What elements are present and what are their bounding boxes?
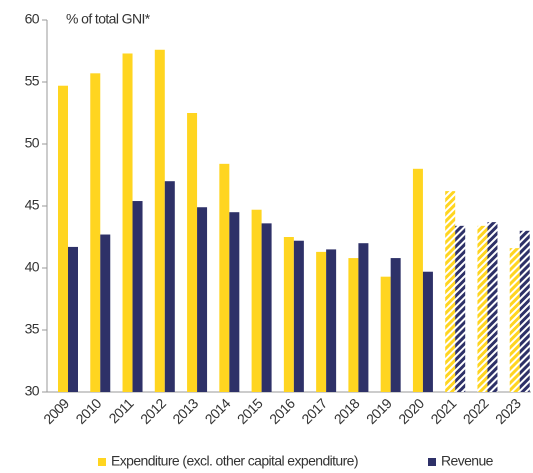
bar: [477, 225, 488, 392]
bar: [455, 225, 466, 392]
bar: [164, 181, 175, 392]
bar: [229, 212, 240, 392]
bar: [261, 223, 272, 392]
y-tick-label: 60: [25, 11, 40, 27]
y-tick-label: 50: [25, 135, 40, 151]
bar: [316, 251, 327, 392]
legend-swatch: [98, 458, 106, 466]
bar: [293, 240, 304, 392]
bar: [487, 222, 498, 392]
y-tick-label: 30: [25, 383, 40, 399]
bar: [154, 49, 165, 392]
x-tick-label: 2021: [427, 395, 459, 427]
x-tick-label: 2020: [395, 395, 427, 427]
y-tick-label: 45: [25, 197, 40, 213]
bar: [380, 276, 391, 392]
y-tick-label: 55: [25, 73, 40, 89]
bar: [251, 209, 262, 392]
bar: [100, 234, 111, 392]
bar: [445, 191, 456, 392]
bar: [412, 168, 423, 392]
x-tick-label: 2017: [298, 395, 330, 427]
bar: [58, 85, 68, 392]
x-tick-label: 2016: [266, 395, 298, 427]
x-tick-label: 2018: [331, 395, 363, 427]
bar: [68, 246, 78, 392]
legend-label: Revenue: [441, 453, 494, 469]
bar: [390, 258, 401, 392]
x-tick-label: 2009: [40, 395, 72, 427]
bar: [197, 207, 208, 392]
bar: [90, 73, 101, 392]
bar: [519, 230, 530, 392]
bar: [358, 243, 369, 392]
bar: [348, 258, 359, 392]
legend-swatch: [428, 458, 436, 466]
bar: [509, 248, 520, 392]
y-tick-label: 40: [25, 259, 40, 275]
x-tick-label: 2022: [460, 395, 492, 427]
bar: [187, 113, 198, 392]
bar: [326, 249, 337, 392]
x-tick-label: 2013: [169, 395, 201, 427]
x-tick-label: 2015: [234, 395, 266, 427]
x-tick-label: 2014: [202, 395, 234, 427]
x-tick-label: 2023: [492, 395, 524, 427]
x-tick-label: 2012: [137, 395, 169, 427]
annotation: % of total GNI*: [66, 11, 151, 27]
x-tick-label: 2019: [363, 395, 395, 427]
bar: [422, 271, 433, 392]
bar: [283, 237, 294, 392]
bar: [219, 163, 230, 392]
y-tick-label: 35: [25, 321, 40, 337]
bar: [132, 201, 143, 392]
bar: [122, 53, 133, 392]
x-tick-label: 2011: [105, 395, 136, 426]
legend-label: Expenditure (excl. other capital expendi…: [111, 453, 358, 469]
x-tick-label: 2010: [72, 395, 104, 427]
